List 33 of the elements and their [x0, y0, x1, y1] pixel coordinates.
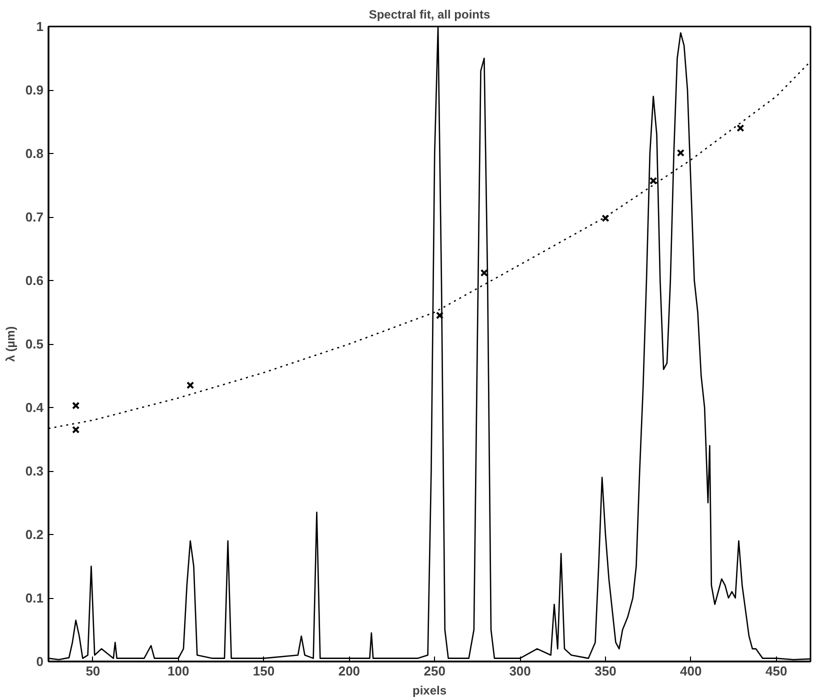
y-tick-label: 0.4 [25, 400, 44, 415]
x-tick-label: 100 [168, 664, 190, 678]
x-tick-label: 150 [252, 664, 275, 678]
point [72, 426, 80, 434]
x-tick-label: 300 [509, 664, 531, 678]
point [480, 269, 488, 277]
y-axis-title: λ (µm) [3, 326, 18, 362]
y-tick-label: 0.9 [25, 82, 44, 98]
y-tick-label: 0.8 [25, 146, 44, 161]
y-tick-label: 0.6 [25, 273, 44, 288]
chart-title: Spectral fit, all points [368, 8, 491, 22]
x-tick-label: 250 [424, 664, 446, 678]
x-tick-label: 400 [680, 664, 702, 678]
y-tick-label: 0.2 [25, 527, 44, 542]
point [72, 402, 80, 410]
x-tick-label: 50 [86, 664, 100, 678]
point [186, 381, 194, 390]
x-axis-title: pixels [412, 684, 447, 698]
y-tick-label: 0.5 [25, 336, 44, 352]
line-series [48, 26, 810, 660]
point [676, 149, 684, 157]
y-tick-label: 1 [36, 19, 44, 34]
point [736, 124, 744, 132]
x-tick-label: 450 [765, 664, 788, 678]
point [436, 312, 444, 320]
point [649, 176, 658, 185]
x-tick-label: 200 [338, 664, 360, 678]
x-tick-label: 350 [594, 664, 616, 678]
y-tick-label: 0.1 [25, 590, 44, 606]
y-tick-label: 0 [36, 654, 44, 669]
y-tick-label: 0.3 [25, 464, 44, 478]
point [602, 214, 610, 222]
y-tick-label: 0.7 [25, 210, 44, 224]
